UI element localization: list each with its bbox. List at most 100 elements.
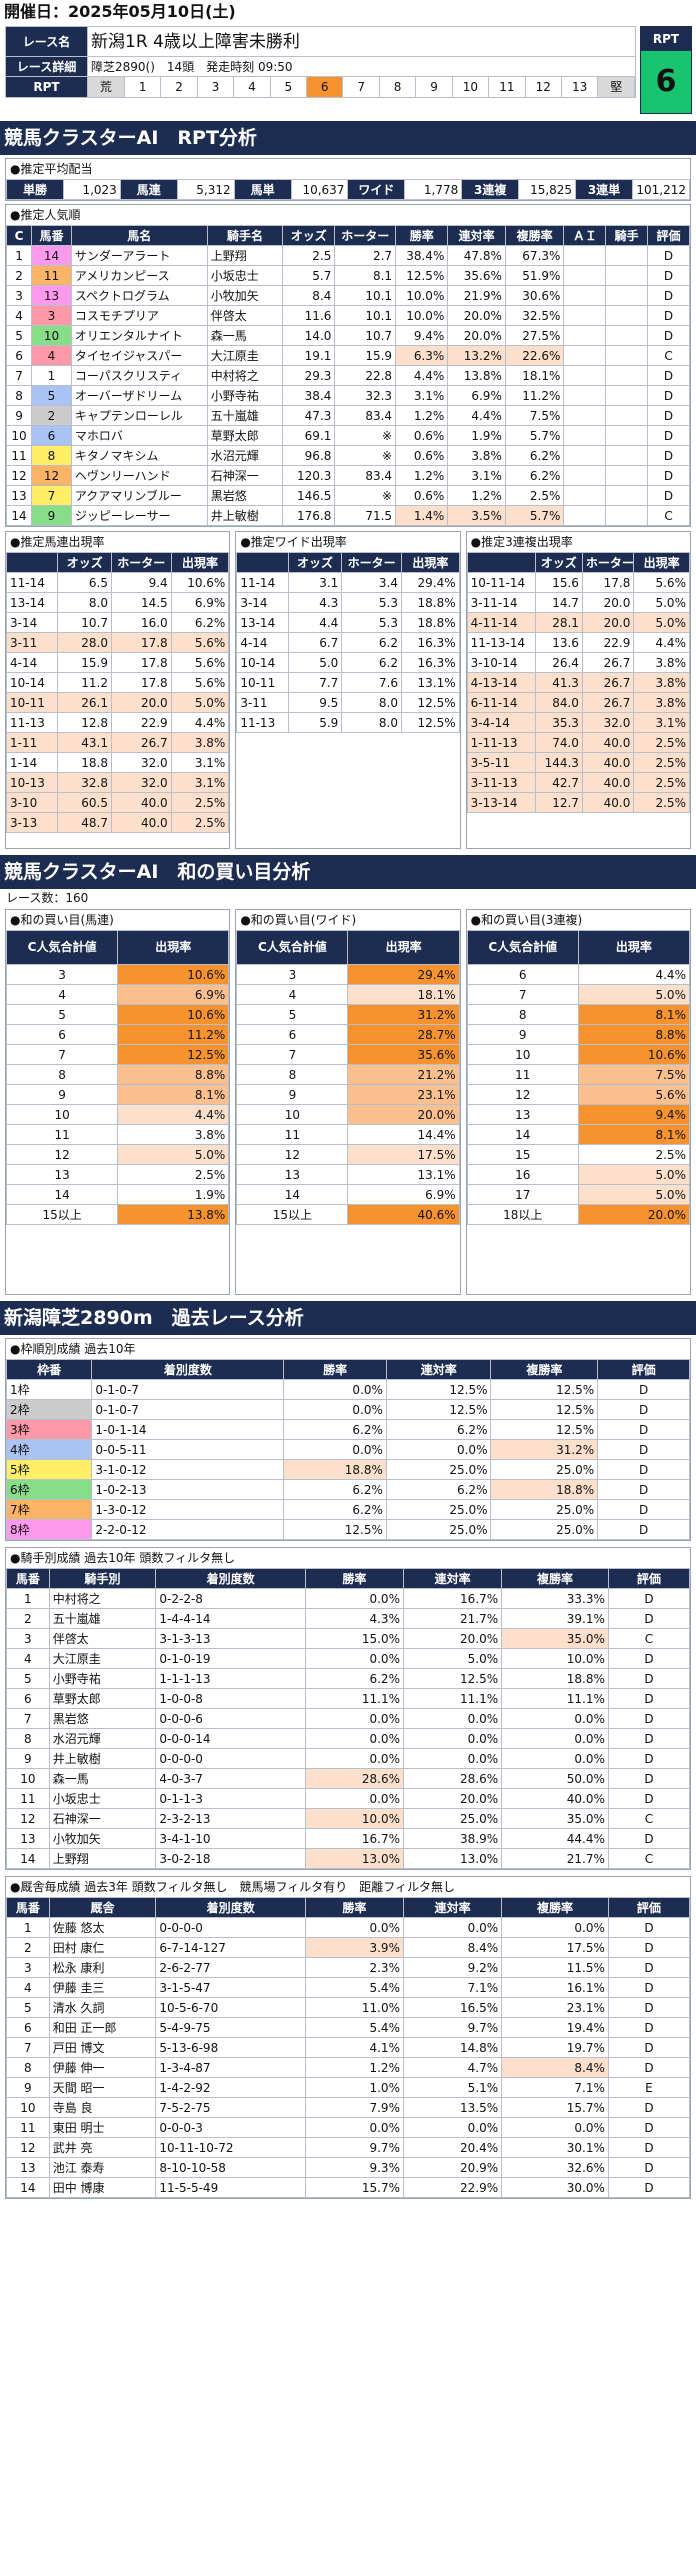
- table-cell: 1.2%: [395, 465, 449, 486]
- column-header: C: [5, 225, 33, 246]
- table-cell: 1.2%: [395, 405, 449, 426]
- column-header: 枠番: [5, 1359, 93, 1380]
- race-name-label: レース名: [5, 26, 88, 57]
- table-cell: 14: [6, 1848, 50, 1869]
- sum-value: 8: [236, 1064, 349, 1085]
- jockey-title: ●騎手別成績 過去10年 頭数フィルタ無し: [10, 1551, 236, 1565]
- table-cell: 2-6-2-77: [155, 1957, 306, 1978]
- table-cell: D: [607, 2137, 691, 2158]
- table-cell: D: [607, 2017, 691, 2038]
- table-cell: [563, 485, 607, 506]
- column-header: 評価: [597, 1359, 690, 1380]
- table-cell: 8.0: [341, 692, 402, 713]
- rpt-scale-label: RPT: [5, 76, 88, 98]
- column-header: 厩舎: [48, 1897, 157, 1918]
- table-cell: キタノマキシム: [70, 445, 208, 466]
- table-row: 11 小坂忠士 0-1-1-3 0.0% 20.0% 40.0% D: [6, 1788, 691, 1809]
- table-cell: C: [607, 1808, 691, 1829]
- sum-rate: 13.8%: [117, 1204, 230, 1225]
- table-cell: 0.0%: [304, 2117, 404, 2138]
- table-cell: 五十嵐雄: [206, 405, 284, 426]
- header-block: 開催日：2025年05月10日(土) レース名 新潟1R 4歳以上障害未勝利 レース…: [0, 0, 696, 121]
- table-cell: 9.7%: [304, 2137, 404, 2158]
- table-cell: D: [597, 1419, 690, 1440]
- table-cell: 佐藤 悠太: [48, 1917, 157, 1938]
- table-cell: 22.6%: [504, 345, 565, 366]
- table-row: 17 5.0%: [466, 1184, 690, 1205]
- table-cell: 12.5%: [490, 1419, 599, 1440]
- table-cell: [605, 385, 649, 406]
- table-row: 3枠 1-0-1-14 6.2% 6.2% 12.5% D: [5, 1419, 690, 1440]
- table-cell: 20.0%: [447, 305, 506, 326]
- table-cell: C: [607, 1848, 691, 1869]
- table-cell: D: [607, 1728, 691, 1749]
- table-cell: 田村 康仁: [48, 1937, 157, 1958]
- table-row: 1-11 43.1 26.7 3.8%: [5, 732, 230, 753]
- table-cell: 26.7: [581, 652, 635, 673]
- table-cell: 4.4%: [633, 632, 690, 653]
- table-cell: D: [607, 1788, 691, 1809]
- table-row: 9 井上敏樹 0-0-0-0 0.0% 0.0% 0.0% D: [6, 1748, 691, 1769]
- table-cell: 6.2%: [170, 612, 230, 633]
- table-cell: 5.6%: [170, 672, 230, 693]
- table-cell: D: [607, 1828, 691, 1849]
- table-cell: 3: [5, 285, 33, 306]
- odds-value: 5,312: [176, 179, 235, 200]
- table-cell: 10.6%: [170, 572, 230, 593]
- table-cell: 29.4%: [400, 572, 460, 593]
- odds-label: ワイド: [347, 179, 406, 200]
- table-cell: 4.1%: [304, 2037, 404, 2058]
- rpt-scale-cell: 6: [306, 77, 344, 97]
- table-cell: 2: [5, 265, 33, 286]
- table-cell: 石神深一: [48, 1808, 157, 1829]
- table-cell: 5.0%: [633, 592, 690, 613]
- table-cell: 7枠: [5, 1499, 93, 1520]
- sum-wide-box: ●和の買い目(ワイド) C人気合計値 出現率 3 29.4% 4 18.1% 5 31.2% 6…: [235, 909, 461, 1295]
- table-cell: 1: [6, 1588, 50, 1609]
- table-cell: 17.8: [110, 672, 172, 693]
- table-row: 11-14 6.5 9.4 10.6%: [5, 572, 230, 593]
- table-cell: 5.0%: [633, 612, 690, 633]
- table-cell: 7-5-2-75: [155, 2097, 306, 2118]
- table-cell: 25.0%: [385, 1499, 492, 1520]
- table-cell: 3.5%: [447, 505, 506, 526]
- sum-value: 4: [5, 984, 119, 1005]
- sum-rate: 12.5%: [117, 1044, 230, 1065]
- table-cell: 0.0%: [402, 1917, 503, 1938]
- table-row: 3-11-14 14.7 20.0 5.0%: [466, 592, 690, 613]
- table-row: 1 佐藤 悠太 0-0-0-0 0.0% 0.0% 0.0% D: [6, 1917, 691, 1938]
- table-cell: 15.9: [334, 345, 397, 366]
- table-cell: C: [647, 505, 690, 526]
- sum-rate: 2.5%: [117, 1164, 230, 1185]
- table-cell: 12.5%: [400, 692, 460, 713]
- table-cell: C: [647, 345, 690, 366]
- table-cell: 32.5%: [504, 305, 565, 326]
- table-cell: 11.1%: [501, 1688, 609, 1709]
- table-row: 5 10.6%: [5, 1004, 230, 1025]
- table-cell: 51.9%: [504, 265, 565, 286]
- column-header: 馬番: [6, 1568, 50, 1589]
- table-cell: 7: [6, 2037, 50, 2058]
- popularity-title: ●推定人気順: [10, 208, 81, 222]
- table-row: 3 伴啓太 3-1-3-13 15.0% 20.0% 35.0% C: [6, 1628, 691, 1649]
- table-cell: 2枠: [5, 1399, 93, 1420]
- table-cell: 3-1-5-47: [155, 1977, 306, 1998]
- rpt-scale: 荒 1 2 3 4 5 6 7 8 9 10 11 12 13 堅: [87, 76, 636, 98]
- table-cell: 35.6%: [447, 265, 506, 286]
- table-cell: [563, 325, 607, 346]
- table-cell: 13.6: [534, 632, 583, 653]
- table-row: 11 8 キタノマキシム 水沼元輝 96.8 ※ 0.6% 3.8% 6.2% D: [5, 445, 690, 466]
- table-cell: [563, 265, 607, 286]
- table-cell: 32.3: [334, 385, 397, 406]
- sum-value: 15: [466, 1144, 579, 1165]
- table-cell: 18.8%: [283, 1459, 387, 1480]
- table-row: 13 7 アクアマリンブルー 黒岩悠 146.5 ※ 0.6% 1.2% 2.5% D: [5, 485, 690, 506]
- table-cell: 32.0: [110, 772, 172, 793]
- table-row: 12 武井 亮 10-11-10-72 9.7% 20.4% 30.1% D: [6, 2137, 691, 2158]
- table-cell: 12.5%: [400, 712, 460, 733]
- table-cell: D: [607, 1917, 691, 1938]
- table-row: 1-11-13 74.0 40.0 2.5%: [466, 732, 690, 753]
- rpt-scale-cell: 3: [197, 77, 235, 97]
- table-cell: 2.5: [282, 245, 336, 266]
- table-row: 9 23.1%: [236, 1084, 460, 1105]
